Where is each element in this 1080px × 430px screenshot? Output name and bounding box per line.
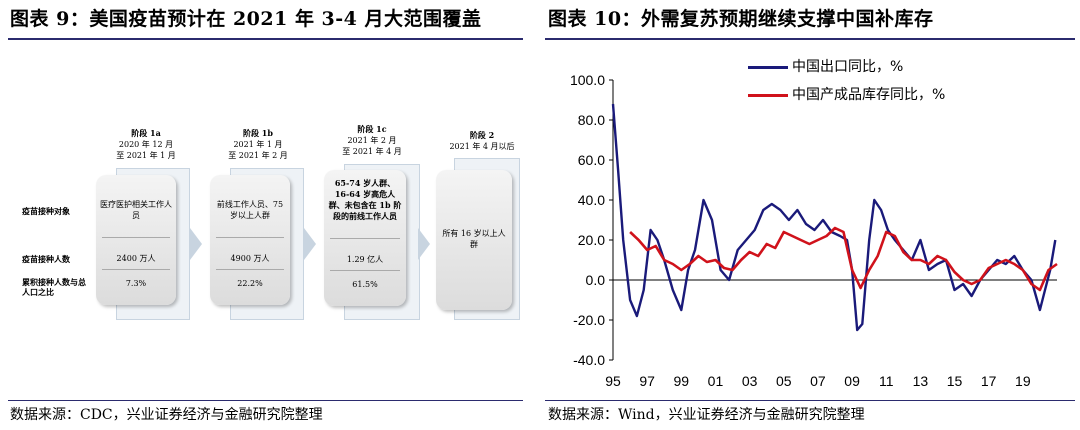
phase-1a-divider — [102, 237, 170, 238]
phase-2-target: 所有 16 岁以上人群 — [442, 229, 506, 249]
phase-1b-ratio: 22.2% — [237, 279, 263, 288]
phase-2-card: 所有 16 岁以上人群 — [436, 170, 512, 310]
x-tick-label: 95 — [605, 373, 621, 389]
x-tick-label: 03 — [742, 373, 758, 389]
phase-1b-divider — [216, 237, 284, 238]
x-tick-label: 99 — [674, 373, 690, 389]
legend-export-swatch — [748, 65, 788, 69]
phase-1b-time2: 至 2021 年 2 月 — [228, 151, 288, 160]
phase-1c-target: 65-74 岁人群、16-64 岁高危人群、未包含在 1b 阶段的前线工作人员 — [328, 178, 402, 221]
row-label-ratio: 累积接种人数与总人口之比 — [22, 277, 86, 297]
legend-inventory: 中国产成品库存同比，% — [748, 84, 945, 104]
phase-1a-name: 阶段 1a — [131, 128, 161, 138]
phase-1c-name: 阶段 1c — [357, 124, 387, 134]
phase-1c-count: 1.29 亿人 — [346, 255, 384, 264]
phase-1a-ratio: 7.3% — [125, 279, 147, 288]
phase-1b-name: 阶段 1b — [243, 128, 273, 138]
row-label-target: 疫苗接种对象 — [22, 206, 70, 216]
right-title-rule — [545, 38, 1075, 40]
phase-1a-divider2 — [102, 269, 170, 270]
right-figure-title: 图表 10：外需复苏预期继续支撑中国补库存 — [548, 8, 934, 30]
phase-1b-card: 前线工作人员、75 岁以上人群 4900 万人 22.2% — [210, 175, 290, 305]
phase-1a-header: 阶段 1a 2020 年 12 月 至 2021 年 1 月 — [106, 128, 186, 161]
y-tick-label: 60.0 — [578, 152, 605, 168]
x-tick-label: 07 — [810, 373, 826, 389]
phase-1b-count: 4900 万人 — [230, 254, 270, 263]
x-tick-label: 17 — [981, 373, 997, 389]
phase-1a-count: 2400 万人 — [116, 254, 156, 263]
x-tick-label: 97 — [639, 373, 655, 389]
legend-inventory-swatch — [748, 93, 788, 97]
y-tick-label: -20.0 — [573, 312, 605, 328]
right-source-rule — [545, 400, 1075, 401]
series-lines — [611, 103, 1058, 332]
phase-2-time1: 2021 年 4 月以后 — [449, 142, 515, 151]
y-tick-label: 40.0 — [578, 192, 605, 208]
phase-1c-header: 阶段 1c 2021 年 2 月 至 2021 年 4 月 — [330, 124, 414, 157]
y-tick-label: -40.0 — [573, 352, 605, 368]
arrow-2 — [304, 228, 316, 260]
series-inventory-line — [629, 226, 1058, 292]
x-axis: 95 97 99 01 03 05 07 09 11 13 15 17 19 — [605, 279, 1057, 389]
row-label-count: 疫苗接种人数 — [22, 254, 70, 264]
export-inventory-chart: 100.080.060.040.020.00.0-20.0-40.0 95 97 9… — [570, 72, 1058, 389]
legend-export-label: 中国出口同比，% — [792, 59, 904, 75]
y-axis: 100.0 80.0 60.0 40.0 20.0 0.0 -20.0 -40.0 — [570, 72, 614, 368]
x-tick-label: 01 — [708, 373, 724, 389]
phase-1a-time1: 2020 年 12 月 — [118, 140, 174, 149]
vaccine-diagram: 疫苗接种对象 疫苗接种人数 累积接种人数与总人口之比 阶段 1a 2020 年 … — [8, 40, 523, 398]
x-tick-label: 13 — [913, 373, 929, 389]
left-source-rule — [8, 400, 523, 401]
legend-inventory-label: 中国产成品库存同比，% — [792, 87, 946, 103]
phase-1a-target: 医疗医护相关工作人员 — [100, 200, 172, 220]
phase-1c-card: 65-74 岁人群、16-64 岁高危人群、未包含在 1b 阶段的前线工作人员 … — [324, 170, 406, 306]
series-export-line — [611, 103, 1057, 332]
x-tick-label: 05 — [776, 373, 792, 389]
phase-2-header: 阶段 2 2021 年 4 月以后 — [440, 130, 524, 152]
y-tick-label: 20.0 — [578, 232, 605, 248]
phase-1a-card: 医疗医护相关工作人员 2400 万人 7.3% — [96, 175, 176, 305]
phase-1c-time2: 至 2021 年 4 月 — [342, 147, 402, 156]
legend-export: 中国出口同比，% — [748, 56, 903, 76]
x-tick-label: 19 — [1015, 373, 1031, 389]
left-source: 数据来源：CDC，兴业证券经济与金融研究院整理 — [10, 407, 323, 423]
right-source: 数据来源：Wind，兴业证券经济与金融研究院整理 — [548, 407, 865, 423]
arrow-1 — [190, 228, 202, 260]
left-figure-title: 图表 9：美国疫苗预计在 2021 年 3-4 月大范围覆盖 — [10, 8, 482, 30]
phase-1b-target: 前线工作人员、75 岁以上人群 — [216, 200, 284, 220]
phase-1b-header: 阶段 1b 2021 年 1 月 至 2021 年 2 月 — [218, 128, 298, 161]
phase-1c-divider2 — [330, 270, 400, 271]
phase-2-name: 阶段 2 — [469, 130, 495, 140]
phase-1c-time1: 2021 年 2 月 — [347, 136, 397, 145]
y-tick-label: 0.0 — [586, 272, 606, 288]
y-tick-label: 100.0 — [570, 72, 605, 88]
left-title-rule — [8, 38, 523, 40]
arrow-3 — [418, 228, 430, 260]
phase-1a-time2: 至 2021 年 1 月 — [116, 151, 176, 160]
phase-1b-time1: 2021 年 1 月 — [233, 140, 283, 149]
y-tick-label: 80.0 — [578, 112, 605, 128]
phase-1c-divider — [330, 238, 400, 239]
x-tick-label: 09 — [844, 373, 860, 389]
phase-1b-divider2 — [216, 269, 284, 270]
phase-1c-ratio: 61.5% — [352, 280, 378, 289]
x-tick-label: 11 — [879, 373, 894, 389]
x-tick-label: 15 — [947, 373, 963, 389]
